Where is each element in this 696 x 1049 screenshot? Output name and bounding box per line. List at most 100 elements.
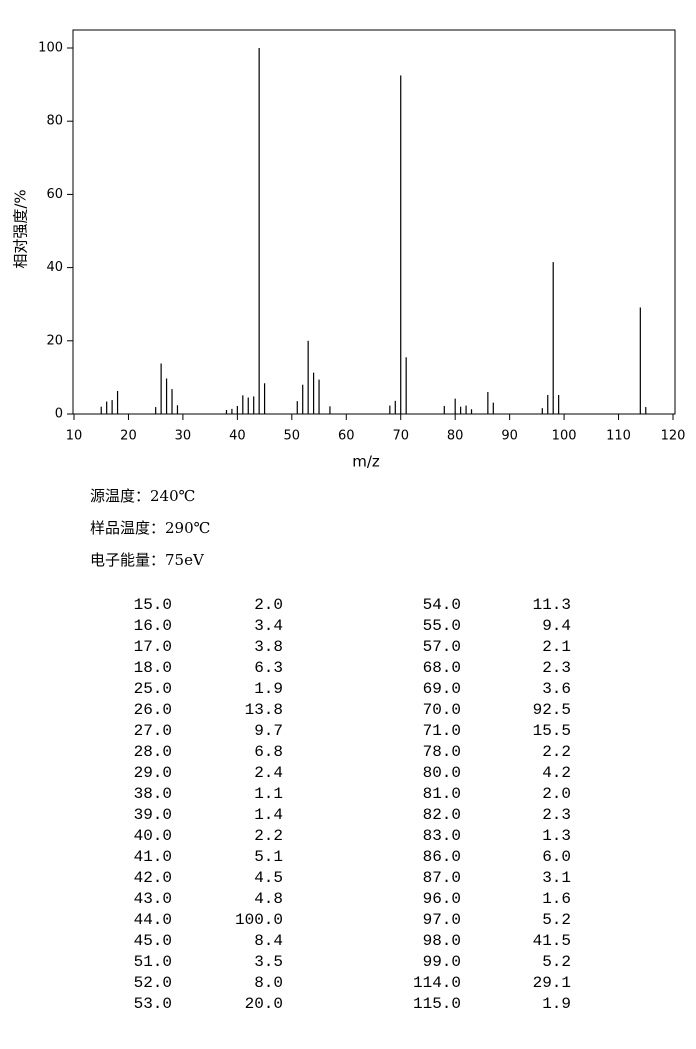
mz-cell: 97.0 [423,911,461,929]
x-tick-label: 120 [661,429,686,444]
mz-cell: 39.0 [134,806,172,824]
intensity-cell: 29.1 [533,974,571,992]
plot-frame [72,29,676,415]
intensity-cell: 15.5 [533,722,571,740]
intensity-cell: 9.4 [542,617,571,635]
info-line: 源温度：240℃ [90,487,195,505]
intensity-cell: 92.5 [533,701,571,719]
intensity-cell: 4.8 [254,890,283,908]
bar [165,378,168,414]
mz-cell: 45.0 [134,932,172,950]
bar [492,402,494,414]
y-axis-label: 相对强度/% [12,189,30,268]
mz-cell: 52.0 [134,974,172,992]
bar [645,407,647,414]
mz-cell: 25.0 [134,680,172,698]
mz-cell: 18.0 [134,659,172,677]
mz-cell: 55.0 [423,617,461,635]
bar [253,396,255,414]
bar [155,407,157,414]
y-tick-label: 0 [55,407,63,422]
mz-cell: 80.0 [423,764,461,782]
bar [558,394,560,414]
bar [547,394,549,414]
intensity-cell: 5.1 [254,848,283,866]
mz-cell: 78.0 [423,743,461,761]
mz-cell: 44.0 [134,911,172,929]
mz-cell: 38.0 [134,785,172,803]
bar [176,405,179,414]
intensity-cell: 3.6 [542,680,571,698]
bar [465,405,467,414]
y-tick-label: 60 [46,187,63,202]
intensity-cell: 2.2 [542,743,571,761]
mz-cell: 42.0 [134,869,172,887]
bar [100,406,102,414]
intensity-cell: 2.3 [542,806,571,824]
intensity-cell: 8.4 [254,932,283,950]
intensity-cell: 1.9 [542,995,571,1013]
mz-cell: 71.0 [423,722,461,740]
bar [263,383,266,414]
mz-cell: 51.0 [134,953,172,971]
intensity-cell: 1.4 [254,806,283,824]
bar [405,357,407,414]
intensity-cell: 1.1 [254,785,283,803]
bar [389,405,391,414]
intensity-cell: 5.2 [542,911,571,929]
x-tick-label: 60 [338,429,355,444]
bar [460,406,462,414]
mz-cell: 41.0 [134,848,172,866]
x-tick-label: 50 [284,429,301,444]
intensity-cell: 13.8 [245,701,283,719]
intensity-cell: 2.4 [254,764,283,782]
intensity-cell: 1.9 [254,680,283,698]
mz-cell: 98.0 [423,932,461,950]
bar [231,408,233,414]
bar [454,398,456,414]
bar [470,409,473,414]
bar [236,405,238,414]
intensity-cell: 5.2 [542,953,571,971]
intensity-cell: 6.8 [254,743,283,761]
mz-cell: 81.0 [423,785,461,803]
bar [116,390,119,414]
mz-cell: 83.0 [423,827,461,845]
bar [225,409,228,414]
mz-cell: 114.0 [413,974,461,992]
intensity-cell: 20.0 [245,995,283,1013]
intensity-cell: 2.1 [542,638,571,656]
intensity-cell: 2.3 [542,659,571,677]
mz-cell: 99.0 [423,953,461,971]
mz-cell: 40.0 [134,827,172,845]
bar [106,401,108,414]
mz-cell: 43.0 [134,890,172,908]
bar [307,340,309,414]
intensity-cell: 3.4 [254,617,283,635]
mz-cell: 115.0 [413,995,461,1013]
bar [552,262,554,414]
intensity-cell: 11.3 [533,596,571,614]
intensity-cell: 6.0 [542,848,571,866]
bar [329,406,331,414]
bar [443,405,445,414]
mz-cell: 28.0 [134,743,172,761]
mz-cell: 68.0 [423,659,461,677]
bar [394,400,396,414]
x-tick-label: 110 [606,429,631,444]
mz-cell: 17.0 [134,638,172,656]
intensity-cell: 1.6 [542,890,571,908]
y-tick-label: 100 [38,41,63,56]
y-tick-label: 80 [46,114,63,129]
info-line: 样品温度：290℃ [90,519,210,537]
bar [111,400,113,414]
bar [302,384,304,414]
intensity-cell: 100.0 [235,911,283,929]
intensity-cell: 2.0 [254,596,283,614]
mz-cell: 82.0 [423,806,461,824]
intensity-cell: 2.0 [542,785,571,803]
bar [242,395,244,414]
bar [313,372,315,414]
mz-cell: 57.0 [423,638,461,656]
